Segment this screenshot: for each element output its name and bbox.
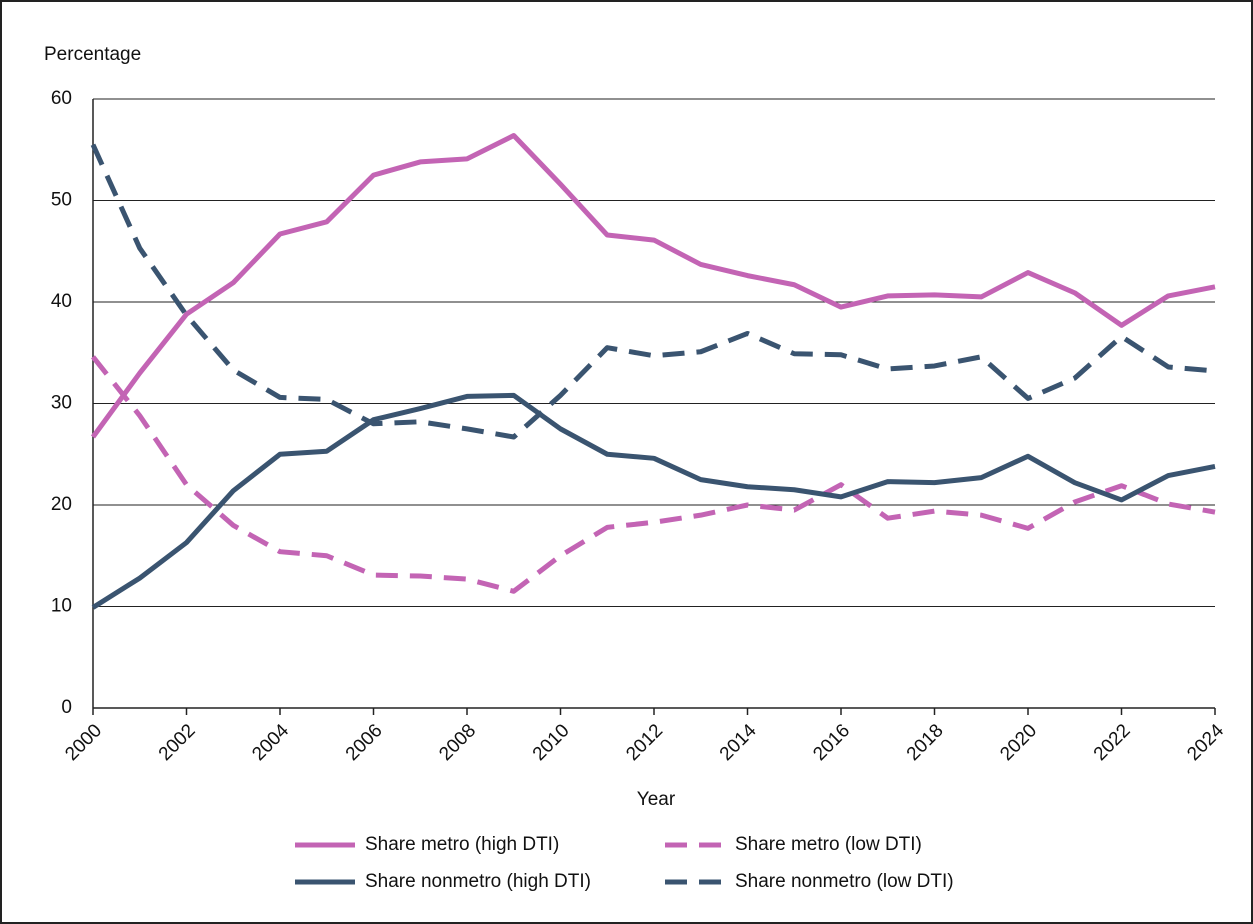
x-tick-label: 2002 xyxy=(155,720,200,765)
legend-label: Share metro (high DTI) xyxy=(365,834,559,855)
y-tick-label: 60 xyxy=(51,88,72,109)
x-tick-label: 2018 xyxy=(903,720,948,765)
x-tick-label: 2006 xyxy=(342,720,387,765)
series-line xyxy=(91,355,1216,594)
y-tick-label: 10 xyxy=(51,596,72,617)
x-tick-label: 2010 xyxy=(529,720,574,765)
x-tick-label: 2024 xyxy=(1183,720,1228,765)
x-tick-label: 2004 xyxy=(248,720,293,765)
x-tick-label: 2000 xyxy=(61,720,106,765)
x-axis-label: Year xyxy=(637,789,676,810)
x-tick-label: 2020 xyxy=(996,720,1041,765)
y-tick-label: 30 xyxy=(51,393,72,414)
x-tick-label: 2014 xyxy=(716,720,761,765)
x-tick-label: 2012 xyxy=(622,720,667,765)
legend-label: Share metro (low DTI) xyxy=(735,834,922,855)
y-tick-label: 0 xyxy=(61,697,72,718)
x-tick-label: 2016 xyxy=(809,720,854,765)
series-line xyxy=(90,143,1216,440)
y-tick-label: 50 xyxy=(51,190,72,211)
legend-label: Share nonmetro (low DTI) xyxy=(735,871,954,892)
y-axis-label: Percentage xyxy=(44,44,141,65)
x-tick-label: 2022 xyxy=(1090,720,1135,765)
legend-label: Share nonmetro (high DTI) xyxy=(365,871,591,892)
y-tick-label: 20 xyxy=(51,494,72,515)
series-line xyxy=(90,133,1216,439)
series-line xyxy=(91,392,1216,610)
x-tick-label: 2008 xyxy=(435,720,480,765)
y-tick-label: 40 xyxy=(51,291,72,312)
